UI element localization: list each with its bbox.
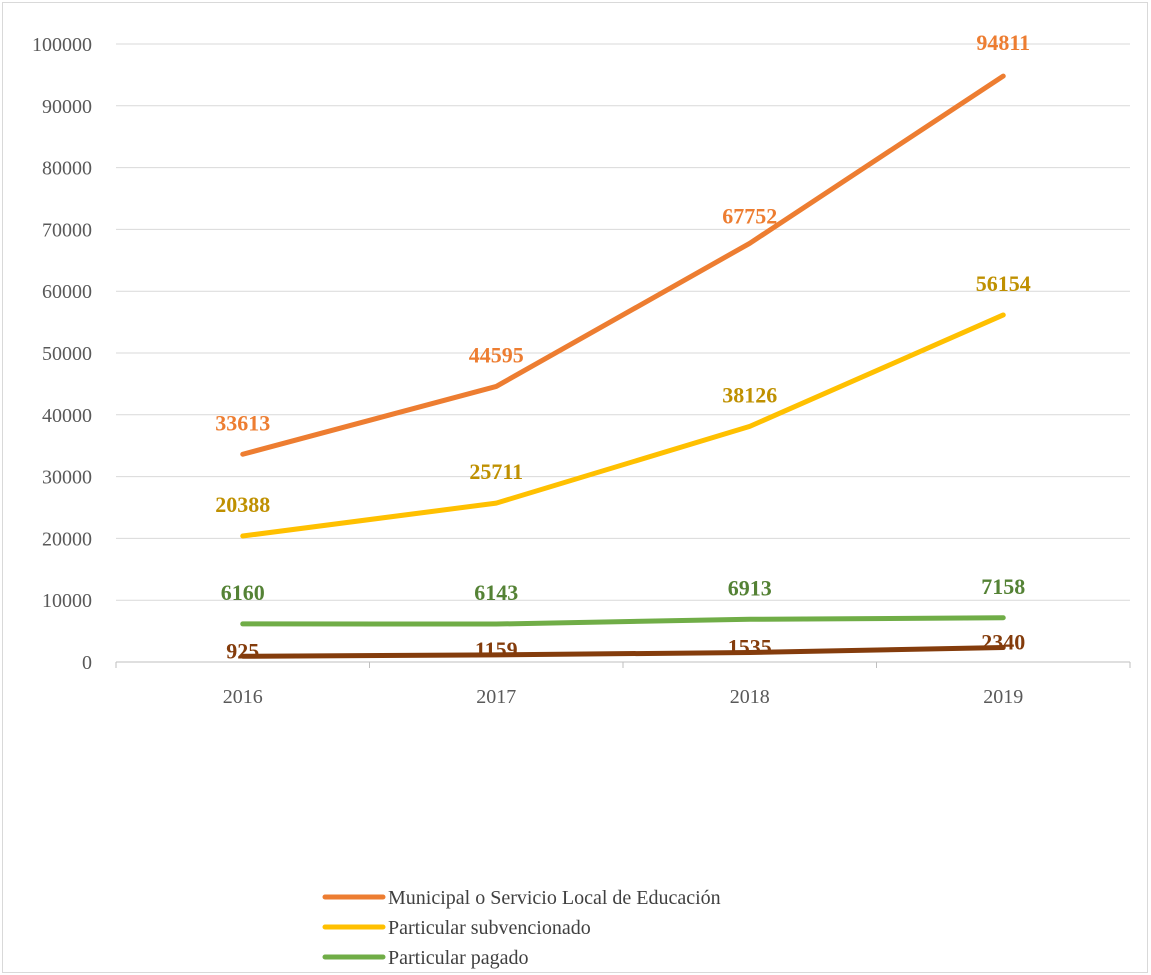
- data-label: 33613: [215, 410, 270, 435]
- data-label: 56154: [976, 271, 1031, 296]
- data-label: 1535: [728, 635, 772, 660]
- data-label: 94811: [976, 30, 1030, 55]
- y-tick-label: 60000: [42, 281, 92, 303]
- data-label: 25711: [469, 459, 523, 484]
- data-label: 44595: [469, 342, 524, 367]
- series-line: [240, 312, 1006, 539]
- x-tick-label: 2019: [983, 686, 1023, 708]
- y-tick-label: 30000: [42, 467, 92, 489]
- x-tick-label: 2016: [223, 686, 263, 708]
- y-tick-label: 20000: [42, 528, 92, 550]
- data-label: 2340: [981, 630, 1025, 655]
- series-line: [240, 615, 1006, 627]
- y-tick-label: 50000: [42, 343, 92, 365]
- y-tick-label: 40000: [42, 405, 92, 427]
- legend-label: Particular pagado: [388, 947, 529, 969]
- series-line: [240, 73, 1006, 457]
- series-line: [240, 645, 1006, 659]
- data-label: 6160: [221, 580, 265, 605]
- y-tick-label: 100000: [32, 34, 92, 56]
- y-tick-label: 90000: [42, 96, 92, 118]
- y-tick-label: 10000: [42, 590, 92, 612]
- x-tick-label: 2017: [476, 686, 516, 708]
- data-label: 38126: [722, 382, 777, 407]
- x-tick-label: 2018: [730, 686, 770, 708]
- data-label: 7158: [981, 574, 1025, 599]
- data-label: 20388: [215, 492, 270, 517]
- y-tick-label: 0: [82, 652, 92, 674]
- data-label: 67752: [722, 203, 777, 228]
- data-label: 6913: [728, 575, 772, 600]
- y-tick-label: 80000: [42, 158, 92, 180]
- data-label: 1159: [475, 637, 518, 662]
- legend-label: Municipal o Servicio Local de Educación: [388, 887, 721, 909]
- y-tick-label: 70000: [42, 219, 92, 241]
- data-label: 925: [226, 638, 259, 663]
- data-label: 6143: [474, 580, 518, 605]
- legend-label: Particular subvencionado: [388, 917, 591, 939]
